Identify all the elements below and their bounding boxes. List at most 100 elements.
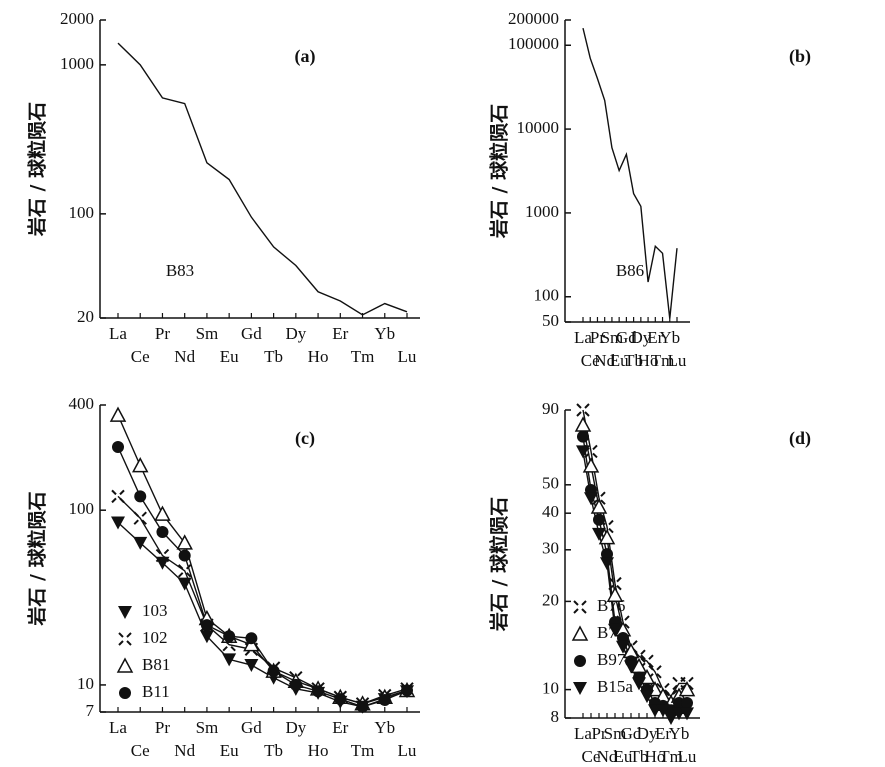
- point: [156, 526, 169, 539]
- point: [681, 697, 693, 710]
- legend-marker: [574, 655, 586, 667]
- series-line: [582, 27, 678, 319]
- x-tick-label: Gd: [621, 724, 642, 743]
- x-tick-label: Eu: [614, 747, 633, 766]
- point: [576, 445, 590, 459]
- x-tick-label: Lu: [668, 351, 687, 370]
- y-tick-label: 10: [542, 679, 559, 698]
- point: [606, 586, 624, 602]
- y-tick-label: 90: [542, 399, 559, 418]
- legend-marker: [571, 625, 589, 641]
- y-tick-label: 20: [542, 590, 559, 609]
- x-tick-label: Er: [332, 324, 348, 343]
- y-tick-label: 100000: [508, 34, 559, 53]
- x-tick-label: Tb: [264, 741, 283, 760]
- x-tick-label: Tb: [264, 347, 283, 366]
- x-tick-label: La: [574, 328, 592, 347]
- x-tick-label: Yb: [659, 328, 680, 347]
- x-tick-label: Tb: [630, 747, 649, 766]
- point: [200, 619, 213, 632]
- point: [131, 457, 149, 473]
- point: [178, 549, 191, 562]
- point: [632, 677, 646, 691]
- point: [378, 688, 392, 703]
- x-tick-label: Nd: [594, 351, 615, 370]
- panel: 90 50 40 30 20 10 8 La Ce Pr Nd Sm Eu Gd Tb Dy Ho Er Tm Yb L…: [488, 399, 812, 766]
- point: [199, 630, 214, 644]
- legend-label: 102: [142, 628, 168, 647]
- x-tick-label: Tb: [624, 351, 643, 370]
- point: [356, 700, 369, 713]
- x-tick-label: Ce: [582, 747, 601, 766]
- y-tick-label: 30: [542, 539, 559, 558]
- point: [601, 548, 613, 561]
- point: [111, 516, 125, 530]
- chart-title: (b): [789, 46, 811, 67]
- point: [176, 534, 193, 550]
- y-axis-label: 岩石 / 球粒陨石: [26, 102, 49, 237]
- point: [678, 681, 696, 697]
- x-tick-label: Dy: [630, 328, 651, 347]
- point: [616, 640, 630, 654]
- y-tick-label: 7: [86, 701, 95, 720]
- x-tick-label: Pr: [591, 724, 606, 743]
- x-tick-label: Tm: [651, 351, 675, 370]
- y-tick-label: 100: [69, 203, 95, 222]
- x-tick-label: Nd: [174, 347, 195, 366]
- point: [267, 665, 280, 678]
- y-axis-label: 岩石 / 球粒陨石: [26, 491, 49, 626]
- point: [608, 576, 622, 591]
- x-tick-label: Sm: [604, 724, 627, 743]
- point: [289, 678, 302, 691]
- y-tick-label: 100: [69, 499, 95, 518]
- legend-label: B15a: [597, 677, 633, 696]
- x-tick-label: Ce: [581, 351, 600, 370]
- x-tick-label: Er: [332, 718, 348, 737]
- point: [311, 682, 325, 696]
- point: [577, 430, 589, 443]
- x-tick-label: Ho: [638, 351, 659, 370]
- x-tick-label: La: [574, 724, 592, 743]
- y-tick-label: 10000: [517, 118, 560, 137]
- point: [109, 406, 127, 422]
- point: [598, 529, 616, 545]
- x-tick-label: Gd: [241, 718, 262, 737]
- x-tick-label: Dy: [637, 724, 658, 743]
- point: [112, 440, 124, 453]
- point: [574, 416, 592, 432]
- legend-label: B97: [597, 650, 626, 669]
- point: [640, 654, 654, 668]
- x-tick-label: Yb: [374, 718, 395, 737]
- point: [289, 670, 303, 685]
- point: [223, 630, 236, 643]
- y-axis-label: 岩石 / 球粒陨石: [488, 497, 511, 632]
- x-tick-label: Eu: [220, 741, 239, 760]
- point: [177, 564, 192, 578]
- legend-marker: [119, 687, 131, 699]
- chart-title: (c): [295, 428, 315, 449]
- x-tick-label: Dy: [285, 718, 306, 737]
- y-tick-label: 20: [77, 307, 94, 326]
- annotation: B86: [616, 261, 644, 280]
- point: [656, 704, 670, 718]
- point: [590, 498, 608, 514]
- point: [608, 623, 622, 637]
- x-tick-label: Sm: [601, 328, 624, 347]
- point: [133, 536, 148, 550]
- point: [576, 403, 590, 417]
- point: [266, 661, 281, 675]
- point: [333, 690, 348, 704]
- x-tick-label: Er: [647, 328, 663, 347]
- y-tick-label: 400: [69, 394, 95, 413]
- legend-marker: [573, 682, 587, 695]
- x-tick-label: Gd: [616, 328, 637, 347]
- legend-label: B11: [142, 682, 170, 701]
- point: [134, 490, 147, 503]
- point: [378, 693, 391, 706]
- point: [664, 689, 678, 703]
- x-tick-label: Lu: [678, 747, 697, 766]
- x-tick-label: Gd: [241, 324, 262, 343]
- point: [680, 707, 694, 721]
